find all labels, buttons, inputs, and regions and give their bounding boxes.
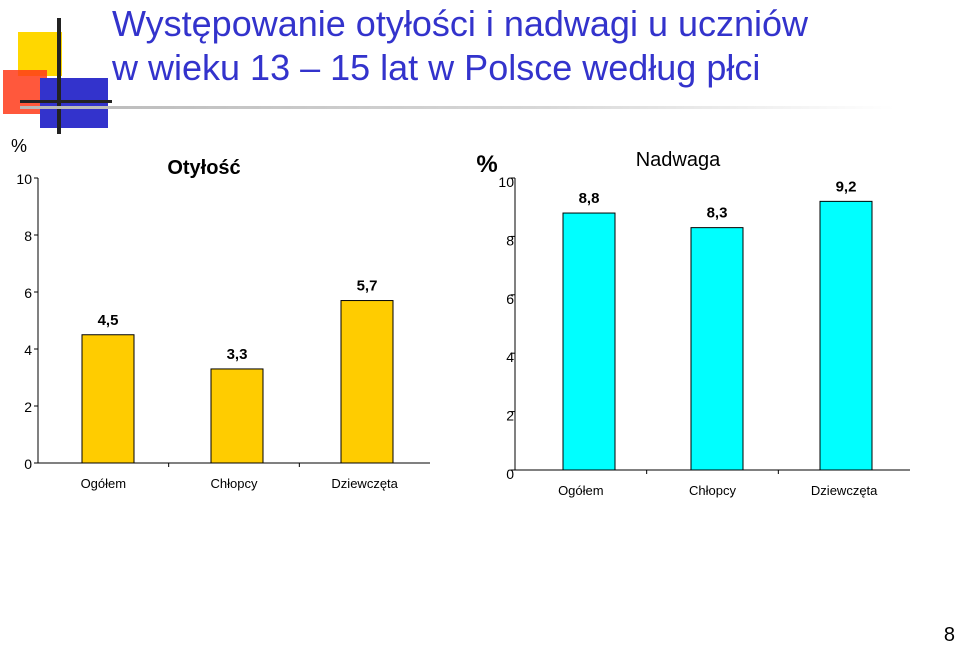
obesity-category-label: Dziewczęta bbox=[331, 476, 398, 491]
obesity-y-axis-unit: % bbox=[11, 136, 27, 156]
page-number: 8 bbox=[943, 624, 955, 646]
overweight-value-label: 9,2 bbox=[836, 178, 857, 195]
obesity-y-tick-label: 8 bbox=[24, 228, 32, 244]
overweight-category-label: Chłopcy bbox=[689, 483, 736, 498]
overweight-y-tick-label: 4 bbox=[506, 349, 514, 365]
obesity-bar bbox=[210, 368, 264, 464]
obesity-y-tick-label: 0 bbox=[24, 456, 32, 472]
overweight-category-label: Dziewczęta bbox=[811, 483, 878, 498]
obesity-value-label: 5,7 bbox=[357, 278, 378, 295]
slide-title-line-1: Występowanie otyłości i nadwagi u ucznió… bbox=[112, 3, 809, 44]
obesity-value-label: 4,5 bbox=[98, 312, 119, 329]
obesity-bar bbox=[81, 334, 135, 464]
overweight-y-tick-label: 6 bbox=[506, 291, 514, 307]
overweight-y-tick-label: 10 bbox=[498, 174, 514, 190]
obesity-bar bbox=[340, 300, 394, 464]
overweight-y-axis-unit: % bbox=[476, 151, 497, 178]
logo bbox=[3, 18, 112, 134]
overweight-bar bbox=[690, 227, 744, 471]
overweight-value-label: 8,3 bbox=[707, 205, 728, 222]
obesity-chart-title: Otyłość bbox=[167, 157, 240, 179]
overweight-y-tick-label: 0 bbox=[506, 466, 514, 482]
logo-yellow-square bbox=[18, 32, 62, 76]
overweight-chart-title: Nadwaga bbox=[636, 149, 721, 171]
slide-title-line-2: w wieku 13 – 15 lat w Polsce według płci bbox=[112, 47, 761, 88]
obesity-value-label: 3,3 bbox=[227, 346, 248, 363]
overweight-y-tick-label: 8 bbox=[506, 232, 514, 248]
obesity-y-tick-label: 2 bbox=[24, 399, 32, 415]
title-divider bbox=[20, 106, 895, 109]
obesity-y-tick-label: 4 bbox=[24, 342, 32, 358]
logo-horizontal-bar bbox=[20, 100, 112, 103]
obesity-category-label: Chłopcy bbox=[211, 476, 258, 491]
overweight-bar bbox=[819, 200, 873, 471]
obesity-category-label: Ogółem bbox=[81, 476, 127, 491]
logo-vertical-bar bbox=[57, 18, 61, 134]
overweight-category-label: Ogółem bbox=[558, 483, 604, 498]
obesity-y-tick-label: 10 bbox=[16, 171, 32, 187]
overweight-bar bbox=[562, 212, 616, 471]
obesity-y-tick-label: 6 bbox=[24, 285, 32, 301]
slide-title: Występowanie otyłości i nadwagi u ucznió… bbox=[112, 2, 932, 90]
overweight-y-tick-label: 2 bbox=[506, 408, 514, 424]
overweight-value-label: 8,8 bbox=[579, 190, 600, 207]
